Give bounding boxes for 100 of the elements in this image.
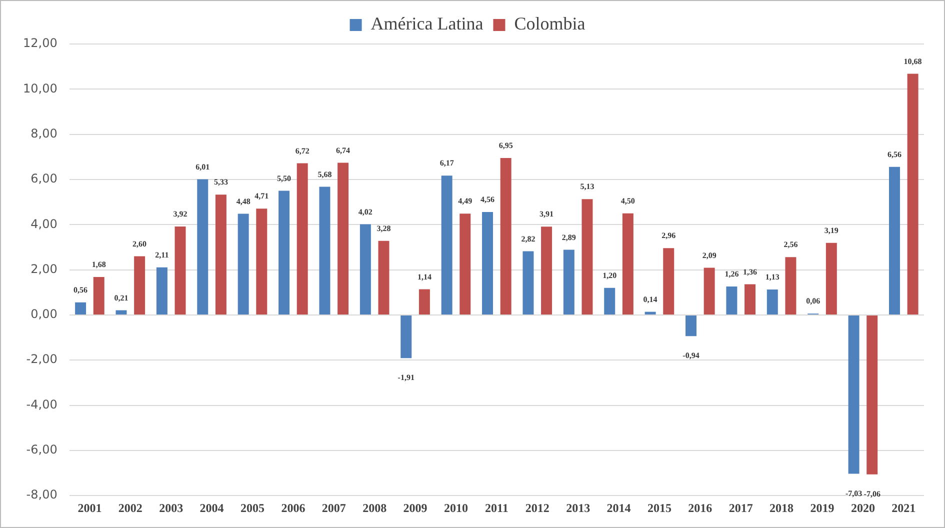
bar (522, 251, 534, 314)
x-tick-label: 2018 (770, 500, 794, 515)
data-label: -7,03 (845, 488, 862, 498)
bar (785, 257, 796, 314)
x-tick-label: 2016 (688, 500, 712, 515)
legend-label: América Latina (370, 14, 484, 34)
y-tick-label: -2,00 (26, 352, 58, 366)
bar (563, 250, 574, 314)
data-label: 0,56 (74, 285, 88, 294)
bar (686, 315, 696, 336)
data-label: 6,01 (196, 162, 210, 172)
x-tick-label: 2008 (362, 500, 387, 515)
data-label: 6,95 (498, 141, 513, 150)
bar (116, 310, 127, 314)
data-label: 1,26 (724, 270, 739, 279)
x-tick-label: 2009 (403, 500, 428, 515)
data-label: 1,68 (92, 260, 106, 270)
data-label: 1,13 (765, 272, 780, 282)
x-tick-label: 2021 (892, 500, 916, 515)
bar (338, 162, 349, 314)
bar (644, 312, 656, 314)
data-label: 0,14 (643, 294, 658, 304)
data-label: 2,56 (784, 240, 798, 250)
data-label: 4,56 (480, 195, 495, 204)
x-tick-label: 2007 (322, 500, 346, 515)
bar (726, 286, 738, 314)
data-label: 2,82 (521, 234, 536, 244)
x-tick-label: 2011 (485, 500, 508, 515)
data-label: 5,68 (318, 170, 332, 179)
data-label: 2,11 (155, 250, 169, 260)
data-label: 5,50 (277, 174, 292, 183)
bar (441, 176, 452, 314)
data-label: 2,09 (702, 250, 716, 260)
x-tick-label: 2020 (850, 500, 875, 515)
y-tick-label: 6,00 (30, 172, 58, 186)
x-tick-label: 2006 (281, 500, 306, 515)
bar (378, 240, 390, 314)
x-tick-label: 2017 (728, 500, 753, 515)
data-label: 1,14 (417, 272, 432, 282)
bar (866, 315, 878, 474)
bar (256, 208, 268, 314)
bar (238, 214, 249, 314)
y-tick-label: -4,00 (26, 397, 58, 412)
data-label: 3,19 (824, 226, 838, 235)
data-label: 4,48 (236, 196, 250, 206)
bar (704, 268, 715, 314)
data-label: 6,17 (440, 158, 454, 168)
y-tick-label: -8,00 (26, 488, 58, 502)
bar (622, 213, 634, 314)
data-label: 2,96 (662, 231, 676, 240)
bar (134, 256, 146, 314)
bar (360, 224, 371, 314)
bar (582, 199, 593, 314)
bar (604, 288, 616, 314)
bar (482, 212, 494, 314)
bar (848, 315, 860, 474)
y-tick-label: 2,00 (30, 262, 58, 276)
data-label: 0,06 (806, 296, 820, 306)
data-label: 0,21 (114, 293, 128, 302)
bar (278, 190, 290, 314)
bar (296, 163, 308, 314)
data-label: 6,56 (887, 150, 902, 159)
bar (744, 284, 756, 314)
x-tick-label: 2004 (200, 500, 224, 515)
x-tick-label: 2012 (525, 500, 550, 515)
bar (826, 242, 837, 314)
bar (460, 214, 471, 314)
y-tick-label: 8,00 (30, 126, 58, 140)
y-tick-label: 10,00 (22, 81, 58, 96)
data-label: 5,13 (580, 182, 594, 192)
bar (319, 186, 330, 314)
legend-label: Colombia (514, 14, 586, 34)
bar (907, 74, 918, 314)
bar (766, 289, 778, 314)
data-label: 10,68 (904, 56, 922, 66)
bar (197, 179, 208, 314)
data-label: -0,94 (682, 351, 700, 360)
data-label: 1,36 (743, 267, 758, 276)
x-tick-label: 2003 (159, 500, 184, 515)
bar (400, 315, 412, 358)
x-tick-label: 2013 (566, 500, 590, 515)
x-tick-label: 2019 (810, 500, 834, 515)
data-label: 3,91 (540, 210, 554, 219)
x-tick-label: 2002 (118, 500, 142, 515)
data-label: 5,33 (214, 178, 228, 187)
x-tick-label: 2015 (647, 500, 672, 515)
bar (75, 302, 86, 314)
x-tick-label: 2010 (444, 500, 468, 515)
y-tick-label: 4,00 (30, 216, 58, 231)
bar (889, 166, 900, 314)
data-label: 4,50 (620, 196, 635, 206)
bar (93, 277, 104, 314)
data-label: 4,02 (358, 207, 372, 216)
bar (174, 226, 186, 314)
y-tick-label: 12,00 (22, 36, 58, 50)
data-label: 2,89 (562, 232, 576, 242)
bar (500, 158, 512, 314)
bar (418, 289, 430, 314)
y-tick-label: 0,00 (30, 307, 58, 322)
data-label: -7,06 (864, 489, 880, 498)
